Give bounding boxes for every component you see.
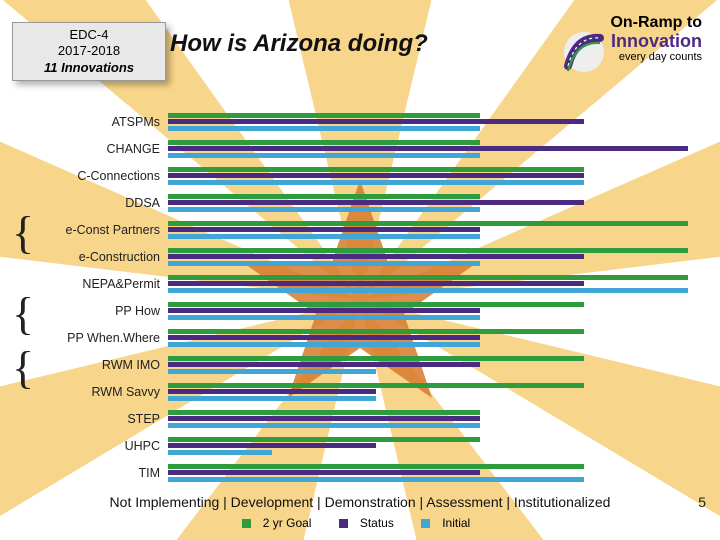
- bar-goal: [168, 437, 480, 442]
- bar-init: [168, 180, 584, 185]
- bar-status: [168, 389, 376, 394]
- bar-goal: [168, 410, 480, 415]
- bar-goal: [168, 302, 584, 307]
- bar-status: [168, 227, 480, 232]
- bar-status: [168, 281, 584, 286]
- innovations-bar-chart: ATSPMs CHANGE C-Connections DDSAe-Const Par…: [0, 108, 700, 486]
- row-bars: [168, 165, 688, 187]
- header-info-box: EDC-4 2017-2018 11 Innovations: [12, 22, 166, 81]
- chart-row: UHPC: [0, 432, 700, 459]
- group-brace: {: [12, 345, 34, 391]
- chart-row: CHANGE: [0, 135, 700, 162]
- row-label: C-Connections: [0, 169, 168, 183]
- bar-init: [168, 396, 376, 401]
- bar-goal: [168, 248, 688, 253]
- bar-init: [168, 423, 480, 428]
- bar-status: [168, 362, 480, 367]
- chart-row: e-Const Partners: [0, 216, 700, 243]
- chart-row: RWM IMO: [0, 351, 700, 378]
- bar-goal: [168, 329, 584, 334]
- chart-row: DDSA: [0, 189, 700, 216]
- chart-row: PP When.Where: [0, 324, 700, 351]
- row-label: ATSPMs: [0, 115, 168, 129]
- bar-status: [168, 470, 480, 475]
- row-bars: [168, 381, 688, 403]
- bar-goal: [168, 113, 480, 118]
- bar-init: [168, 450, 272, 455]
- logo-line-3: every day counts: [619, 51, 702, 63]
- chart-row: PP How: [0, 297, 700, 324]
- chart-legend: 2 yr Goal Status Initial: [0, 516, 720, 530]
- chart-row: ATSPMs: [0, 108, 700, 135]
- bar-status: [168, 254, 584, 259]
- row-bars: [168, 354, 688, 376]
- bar-status: [168, 416, 480, 421]
- bar-status: [168, 119, 584, 124]
- row-label: STEP: [0, 412, 168, 426]
- on-ramp-logo: On-Ramp to Innovation every day counts: [610, 14, 702, 63]
- bar-goal: [168, 383, 584, 388]
- row-bars: [168, 138, 688, 160]
- bar-init: [168, 369, 376, 374]
- bar-goal: [168, 167, 584, 172]
- road-icon: [562, 30, 606, 74]
- scale-labels: Not Implementing | Development | Demonst…: [0, 494, 720, 510]
- header-line-2: 2017-2018: [19, 43, 159, 59]
- row-bars: [168, 435, 688, 457]
- bar-init: [168, 207, 480, 212]
- slide-title: How is Arizona doing?: [170, 30, 428, 58]
- row-bars: [168, 462, 688, 484]
- row-label: CHANGE: [0, 142, 168, 156]
- logo-line-2: Innovation: [611, 31, 702, 51]
- row-bars: [168, 192, 688, 214]
- row-bars: [168, 273, 688, 295]
- row-bars: [168, 408, 688, 430]
- legend-initial: Initial: [421, 516, 478, 530]
- bar-goal: [168, 356, 584, 361]
- group-brace: {: [12, 210, 34, 256]
- bar-status: [168, 146, 688, 151]
- bar-goal: [168, 140, 480, 145]
- legend-status: Status: [339, 516, 402, 530]
- row-bars: [168, 219, 688, 241]
- header-line-3: 11 Innovations: [19, 60, 159, 76]
- row-bars: [168, 246, 688, 268]
- header-line-1: EDC-4: [19, 27, 159, 43]
- bar-goal: [168, 464, 584, 469]
- chart-row: STEP: [0, 405, 700, 432]
- bar-init: [168, 288, 688, 293]
- row-label: UHPC: [0, 439, 168, 453]
- bar-init: [168, 153, 480, 158]
- chart-row: TIM: [0, 459, 700, 486]
- bar-status: [168, 308, 480, 313]
- bar-init: [168, 261, 480, 266]
- chart-row: NEPA&Permit: [0, 270, 700, 297]
- chart-row: e-Construction: [0, 243, 700, 270]
- bar-goal: [168, 194, 480, 199]
- bar-status: [168, 335, 480, 340]
- bar-goal: [168, 275, 688, 280]
- bar-goal: [168, 221, 688, 226]
- row-label: TIM: [0, 466, 168, 480]
- legend-goal: 2 yr Goal: [242, 516, 320, 530]
- row-bars: [168, 300, 688, 322]
- chart-row: RWM Savvy: [0, 378, 700, 405]
- logo-line-1: On-Ramp to: [610, 14, 702, 31]
- bar-init: [168, 126, 480, 131]
- bar-init: [168, 477, 584, 482]
- row-bars: [168, 327, 688, 349]
- page-number: 5: [698, 494, 706, 510]
- bar-status: [168, 443, 376, 448]
- bar-init: [168, 234, 480, 239]
- row-bars: [168, 111, 688, 133]
- bar-status: [168, 200, 584, 205]
- group-brace: {: [12, 291, 34, 337]
- bar-init: [168, 342, 480, 347]
- chart-row: C-Connections: [0, 162, 700, 189]
- bar-init: [168, 315, 480, 320]
- bar-status: [168, 173, 584, 178]
